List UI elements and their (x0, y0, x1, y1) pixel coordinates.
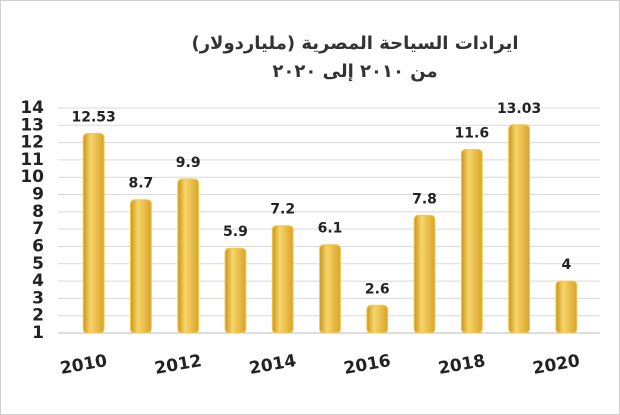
y-tick-label: 2 (32, 306, 44, 326)
y-tick-label: 10 (20, 167, 44, 187)
y-tick-label: 11 (20, 150, 44, 170)
value-label: 2.6 (365, 281, 390, 297)
bar (224, 247, 247, 334)
bar (413, 214, 436, 334)
value-label: 7.2 (270, 202, 295, 218)
bar (130, 199, 152, 334)
bar (177, 178, 200, 334)
bar (508, 124, 530, 334)
value-label: 8.7 (129, 176, 154, 192)
y-tick-label: 12 (20, 133, 44, 153)
value-label: 6.1 (318, 221, 343, 237)
value-label: 4 (561, 257, 571, 273)
y-tick-label: 9 (32, 185, 44, 205)
y-tick-label: 4 (32, 271, 44, 291)
y-tick-label: 14 (20, 98, 44, 118)
value-label: 7.8 (412, 191, 437, 207)
y-tick-label: 5 (32, 254, 44, 274)
bar (555, 280, 578, 334)
chart-subtitle: من ٢٠١٠ إلى ٢٠٢٠ (272, 61, 437, 82)
bar (366, 304, 389, 334)
value-label: 13.03 (497, 101, 541, 117)
chart-title: ايرادات السياحة المصرية (ملياردولار) (191, 33, 518, 54)
value-label: 11.6 (455, 126, 490, 142)
bar (319, 244, 341, 334)
value-label: 9.9 (176, 155, 201, 171)
y-tick-label: 3 (32, 288, 44, 308)
bar (82, 132, 105, 334)
value-label: 5.9 (223, 224, 248, 240)
y-tick-label: 7 (32, 219, 44, 239)
y-tick-label: 6 (32, 236, 44, 256)
bar (460, 149, 483, 334)
y-tick-label: 13 (20, 115, 44, 135)
value-label: 12.53 (71, 109, 115, 125)
y-tick-label: 1 (32, 323, 44, 343)
bar (271, 225, 294, 334)
y-tick-label: 8 (32, 202, 44, 222)
